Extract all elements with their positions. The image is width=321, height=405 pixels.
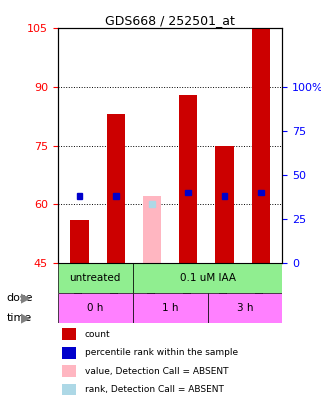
FancyBboxPatch shape: [133, 263, 282, 293]
Bar: [258, 190, 264, 196]
Bar: [179, 95, 197, 263]
Bar: [215, 146, 234, 263]
Text: ▶: ▶: [21, 291, 30, 304]
Bar: [252, 28, 270, 263]
FancyBboxPatch shape: [58, 293, 133, 323]
Text: 0 h: 0 h: [87, 303, 103, 313]
Bar: [185, 190, 191, 196]
Text: count: count: [85, 330, 110, 339]
Bar: [107, 114, 125, 263]
Text: 1 h: 1 h: [162, 303, 178, 313]
Bar: [62, 328, 76, 340]
Bar: [113, 194, 119, 199]
Text: 0.1 uM IAA: 0.1 uM IAA: [179, 273, 236, 283]
FancyBboxPatch shape: [208, 293, 282, 323]
Bar: [62, 347, 76, 358]
Text: rank, Detection Call = ABSENT: rank, Detection Call = ABSENT: [85, 385, 224, 394]
Text: time: time: [6, 313, 32, 323]
Bar: [143, 196, 161, 263]
Text: percentile rank within the sample: percentile rank within the sample: [85, 348, 238, 357]
Title: GDS668 / 252501_at: GDS668 / 252501_at: [105, 14, 235, 27]
Bar: [71, 220, 89, 263]
Bar: [77, 194, 82, 199]
FancyBboxPatch shape: [58, 263, 133, 293]
Text: 3 h: 3 h: [237, 303, 253, 313]
FancyBboxPatch shape: [133, 293, 208, 323]
Bar: [62, 365, 76, 377]
Bar: [149, 201, 155, 207]
Bar: [221, 194, 227, 199]
Text: dose: dose: [6, 293, 33, 303]
Bar: [62, 384, 76, 395]
Text: untreated: untreated: [70, 273, 121, 283]
Text: value, Detection Call = ABSENT: value, Detection Call = ABSENT: [85, 367, 228, 375]
Text: ▶: ▶: [21, 311, 30, 324]
